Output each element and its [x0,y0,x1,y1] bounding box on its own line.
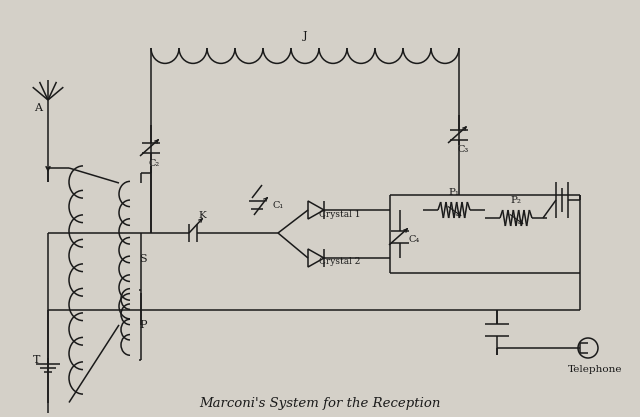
Text: C₁: C₁ [273,201,284,209]
Text: Crystal 1: Crystal 1 [319,209,361,219]
Text: S: S [139,254,147,264]
Text: C₄: C₄ [408,234,420,244]
Text: C₃: C₃ [458,146,468,155]
Text: Marconi's System for the Reception: Marconi's System for the Reception [199,397,441,409]
Text: T: T [33,355,41,365]
Text: P₁: P₁ [449,188,460,196]
Text: P: P [140,320,147,330]
Text: Telephone: Telephone [568,365,622,374]
Text: A: A [34,103,42,113]
Text: J: J [303,31,307,41]
Text: K: K [198,211,206,219]
Text: P₂: P₂ [511,196,522,204]
Text: C₂: C₂ [148,158,159,168]
Text: Crystal 2: Crystal 2 [319,258,361,266]
